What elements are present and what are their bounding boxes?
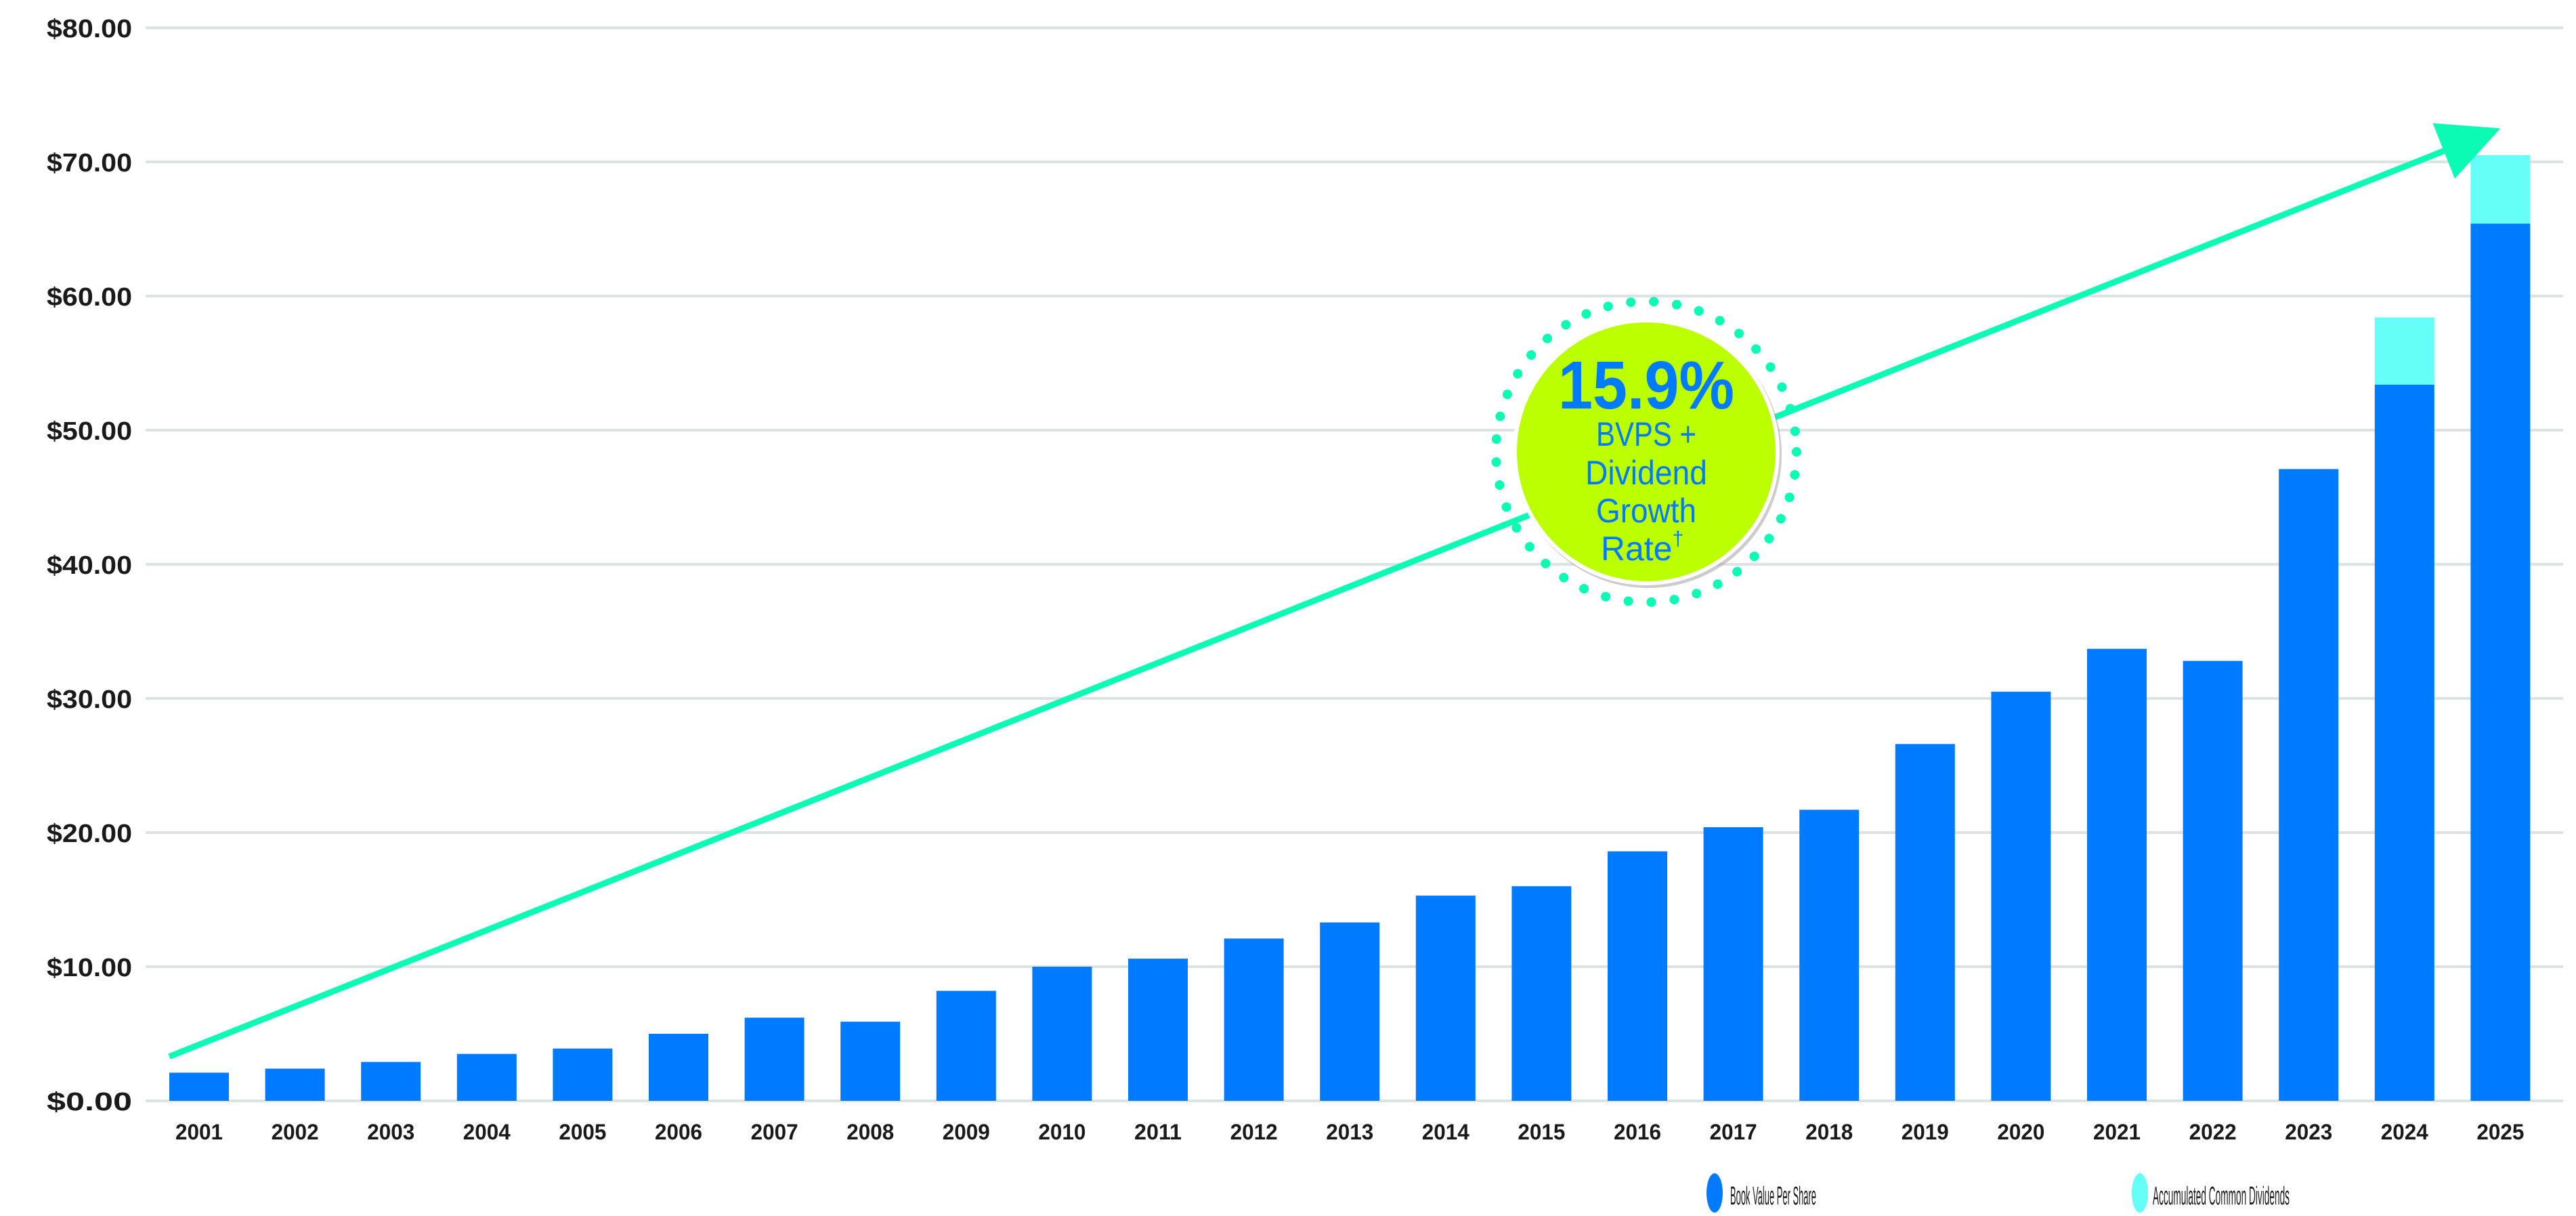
bar-book-value-2015 (1511, 886, 1572, 1101)
x-tick-label: 2006 (655, 1120, 702, 1144)
x-tick-label: 2014 (1422, 1120, 1469, 1144)
trend-arrow (168, 123, 2501, 1060)
x-tick-label: 2017 (1710, 1120, 1757, 1144)
bar-book-value-2016 (1608, 851, 1667, 1101)
legend-swatch-book-value (1706, 1173, 1723, 1213)
x-tick-label: 2007 (751, 1120, 798, 1144)
badge-line-1: BVPS + (1596, 415, 1696, 453)
y-tick-label: $70.00 (47, 149, 132, 177)
bar-book-value-2006 (649, 1034, 708, 1101)
bar-book-value-2014 (1415, 896, 1476, 1101)
x-tick-label: 2018 (1805, 1120, 1853, 1144)
bar-book-value-2020 (1991, 692, 2051, 1101)
x-tick-label: 2004 (463, 1120, 511, 1144)
bar-book-value-2023 (2279, 469, 2339, 1101)
x-tick-label: 2022 (2189, 1120, 2237, 1144)
bar-book-value-2009 (936, 990, 996, 1101)
badge-circle (1517, 322, 1776, 581)
y-tick-label: $60.00 (47, 283, 132, 312)
bar-dividends-2025 (2470, 155, 2531, 224)
x-tick-label: 2011 (1134, 1120, 1182, 1144)
trend-arrow-head (2432, 123, 2501, 179)
y-tick-label: $10.00 (47, 954, 132, 982)
bar-book-value-2003 (361, 1062, 421, 1101)
bars (169, 155, 2531, 1102)
x-tick-label: 2015 (1518, 1120, 1565, 1144)
y-tick-label: $0.00 (47, 1088, 132, 1116)
dagger-superscript: † (1672, 528, 1683, 550)
x-tick-label: 2024 (2381, 1120, 2428, 1144)
y-tick-label: $40.00 (47, 551, 132, 580)
badge-value: 15.9% (1558, 348, 1734, 423)
bar-dividends-2024 (2374, 317, 2434, 385)
bar-book-value-2010 (1032, 967, 1092, 1101)
bar-book-value-2004 (456, 1053, 517, 1101)
badge-dotted-ring (1491, 297, 1801, 607)
x-tick-label: 2010 (1038, 1120, 1086, 1144)
x-tick-label: 2020 (1997, 1120, 2044, 1144)
x-tick-label: 2023 (2285, 1120, 2332, 1144)
bar-book-value-2011 (1128, 959, 1188, 1101)
bar-book-value-2008 (840, 1022, 901, 1101)
bar-book-value-2018 (1799, 810, 1860, 1101)
bar-book-value-2017 (1703, 827, 1763, 1101)
badge-line-4-text: Rate (1601, 530, 1673, 568)
bar-book-value-2025 (2470, 224, 2531, 1102)
y-tick-label: $20.00 (47, 820, 132, 848)
legend-label-book-value: Book Value Per Share (1730, 1182, 1816, 1211)
x-tick-label: 2019 (1902, 1120, 1949, 1144)
badge-line-2: Dividend (1585, 454, 1707, 492)
x-tick-label: 2005 (559, 1120, 606, 1144)
bar-book-value-2012 (1224, 938, 1284, 1101)
x-tick-label: 2008 (846, 1120, 894, 1144)
x-tick-label: 2001 (175, 1120, 223, 1144)
bar-book-value-2019 (1895, 744, 1955, 1101)
x-tick-label: 2016 (1614, 1120, 1661, 1144)
bar-book-value-2002 (265, 1068, 325, 1101)
bar-book-value-2013 (1320, 922, 1380, 1101)
bar-book-value-2001 (169, 1072, 229, 1101)
badge-line-4: Rate† (1601, 528, 1683, 568)
bar-book-value-2005 (553, 1048, 613, 1101)
legend: Book Value Per Share Accumulated Common … (1706, 1173, 2290, 1213)
x-tick-label: 2013 (1326, 1120, 1373, 1144)
badge-line-3: Growth (1596, 492, 1696, 530)
legend-label-dividends: Accumulated Common Dividends (2153, 1182, 2290, 1211)
x-tick-label: 2021 (2093, 1120, 2141, 1144)
y-tick-label: $50.00 (47, 417, 132, 446)
x-axis: 2001 2002 2003 2004 2005 2006 2007 2008 2009 2010… (175, 1120, 2524, 1144)
bar-book-value-2021 (2087, 648, 2147, 1101)
bar-book-value-2007 (744, 1018, 804, 1101)
bar-book-value-2022 (2183, 661, 2243, 1101)
bar-book-value-2024 (2374, 384, 2434, 1102)
y-tick-label: $80.00 (47, 15, 132, 43)
x-tick-label: 2012 (1230, 1120, 1278, 1144)
x-tick-label: 2009 (943, 1120, 990, 1144)
x-tick-label: 2025 (2476, 1120, 2524, 1144)
x-tick-label: 2003 (367, 1120, 414, 1144)
gridlines (146, 26, 2563, 1102)
trend-arrow-line (168, 148, 2445, 1060)
y-tick-label: $30.00 (47, 686, 132, 714)
legend-swatch-dividends (2132, 1173, 2148, 1213)
x-tick-label: 2002 (272, 1120, 319, 1144)
growth-rate-badge: 15.9% BVPS + Dividend Growth Rate† (1491, 297, 1801, 607)
y-axis: $0.00 $10.00 $20.00 $30.00 $40.00 $50.00 $60.0… (47, 15, 132, 1116)
